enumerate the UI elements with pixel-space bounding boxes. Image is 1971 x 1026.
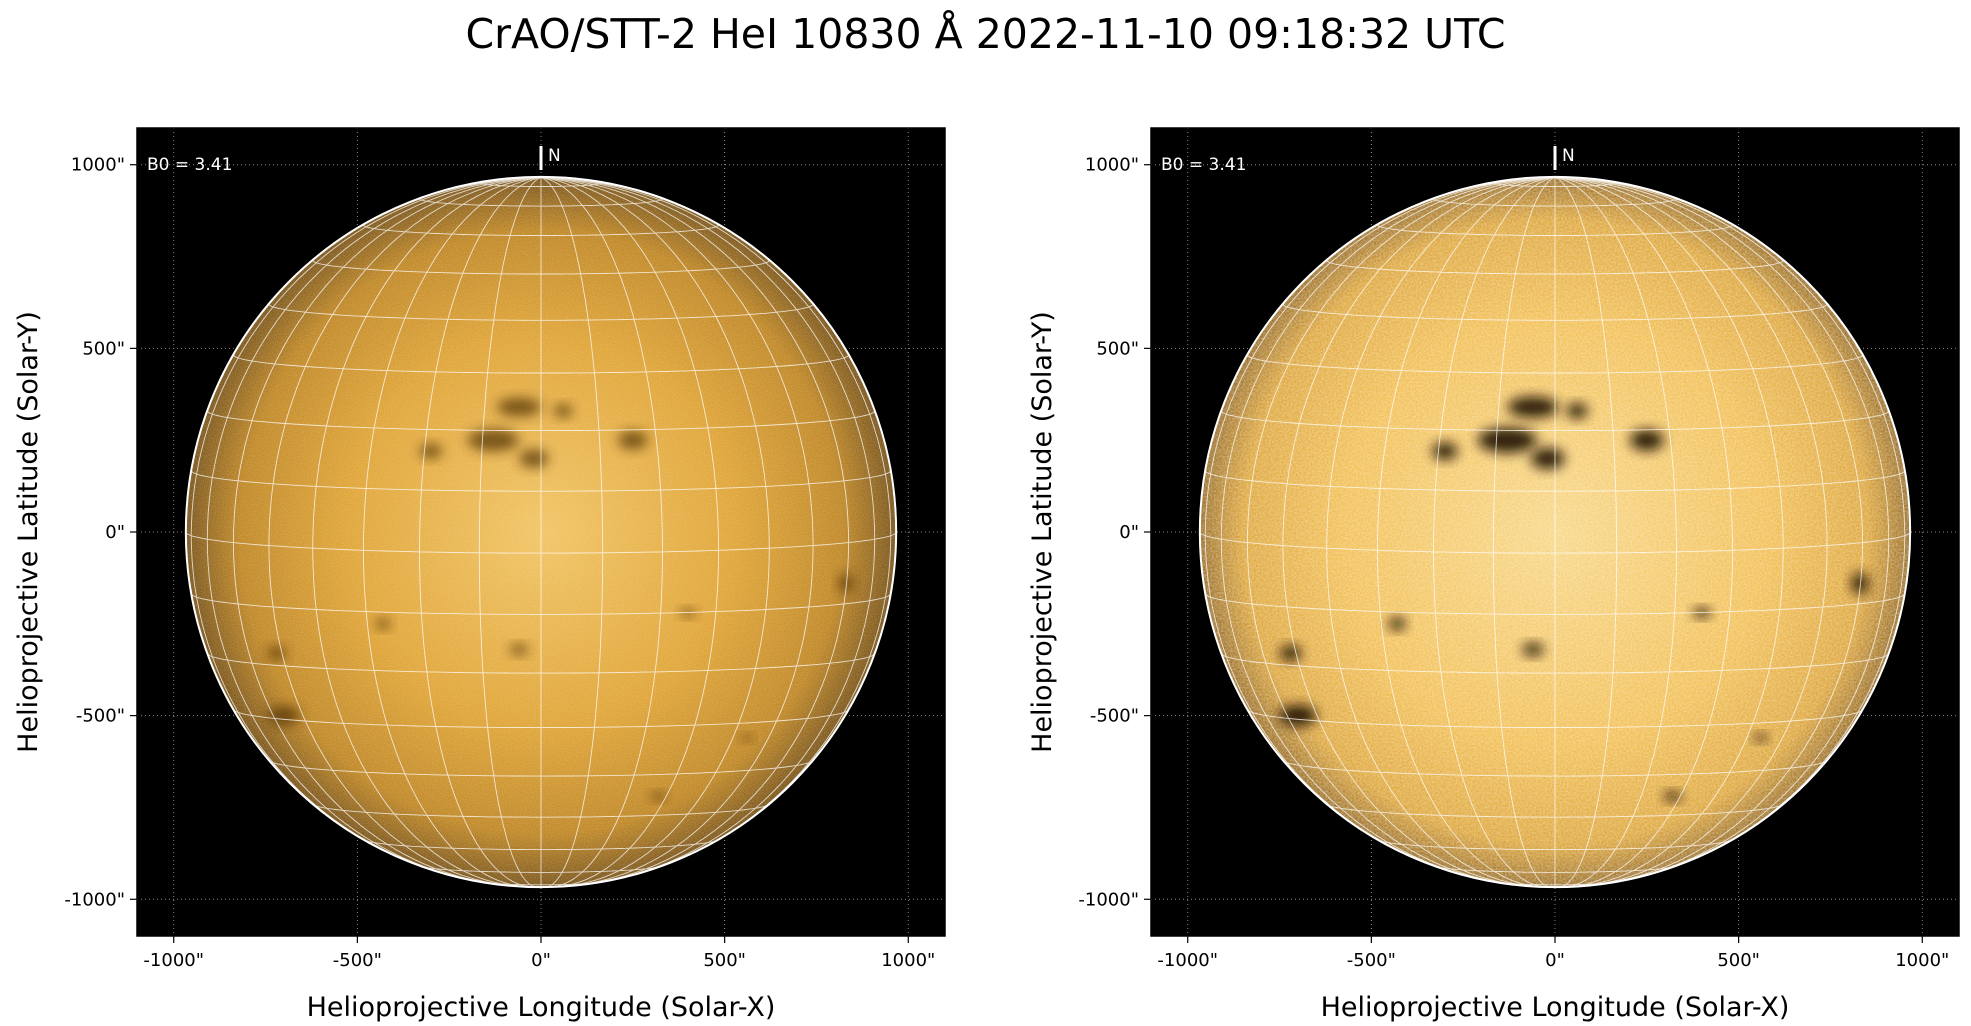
- panel-left: N B0 = 3.41 -1000" -1000" -500" -500" 0" 0" 500"…: [13, 127, 946, 1023]
- filament: [1754, 733, 1768, 742]
- x-tick-label: 0": [531, 950, 551, 971]
- parallel-line: [185, 531, 897, 554]
- y-tick-label: 0": [1119, 522, 1139, 543]
- filament: [1522, 643, 1544, 656]
- parallel-line: [1326, 260, 1784, 275]
- x-axis-label: Helioprojective Longitude (Solar-X): [307, 992, 776, 1023]
- parallel-line: [1246, 354, 1864, 374]
- parallel-line: [1204, 593, 1906, 615]
- y-tick-label: 1000": [1085, 155, 1139, 176]
- parallel-line: [419, 198, 663, 207]
- parallel-line: [1282, 303, 1828, 321]
- x-tick-label: -500": [1347, 950, 1396, 971]
- parallel-line: [1246, 709, 1864, 729]
- limb-circle: [1198, 175, 1912, 889]
- filament: [509, 644, 529, 656]
- filament: [1664, 791, 1681, 802]
- x-tick-label: 500": [703, 950, 746, 971]
- y-tick-label: 1000": [71, 155, 125, 176]
- y-tick-label: 0": [105, 522, 125, 543]
- filament: [1278, 705, 1317, 727]
- parallel-line: [1433, 864, 1677, 873]
- y-axis-label: Helioprojective Latitude (Solar-Y): [1027, 311, 1058, 753]
- parallel-line: [206, 410, 876, 432]
- parallel-line: [1492, 182, 1618, 187]
- parallel-line: [312, 803, 770, 818]
- y-tick-label: -500": [1090, 706, 1139, 727]
- filament: [741, 734, 753, 742]
- filament: [419, 443, 442, 459]
- y-tick-label: -500": [76, 706, 125, 727]
- b0-annotation: B0 = 3.41: [147, 155, 232, 175]
- parallel-line: [312, 260, 770, 275]
- filament: [267, 706, 301, 725]
- parallel-line: [1282, 759, 1828, 777]
- filament: [518, 449, 549, 468]
- x-tick-label: 1000": [1895, 950, 1949, 971]
- x-tick-label: 1000": [881, 950, 935, 971]
- filament: [375, 618, 391, 630]
- panel-right: N B0 = 3.41 -1000" -1000" -500" -500" 0" 0" 500"…: [1027, 127, 1960, 1023]
- filament: [838, 574, 854, 593]
- filament: [1477, 427, 1537, 453]
- filament: [618, 431, 648, 450]
- filament: [1851, 572, 1869, 594]
- filament: [553, 404, 573, 418]
- b0-annotation: B0 = 3.41: [1161, 155, 1246, 175]
- x-tick-label: -1000": [1157, 950, 1218, 971]
- filament: [1388, 617, 1406, 631]
- filament: [1507, 396, 1559, 418]
- filament: [496, 397, 541, 417]
- filament: [1530, 447, 1565, 470]
- parallel-line: [1220, 410, 1890, 432]
- y-tick-label: 500": [82, 338, 125, 359]
- parallel-line: [362, 224, 720, 236]
- parallel-line: [268, 303, 814, 321]
- parallel-line: [362, 838, 720, 851]
- filament: [467, 429, 519, 452]
- parallel-line: [1220, 653, 1890, 674]
- limb-circle: [184, 175, 898, 889]
- x-tick-label: 0": [1545, 950, 1565, 971]
- parallel-line: [232, 354, 850, 374]
- figure-title: CrAO/STT-2 HeI 10830 Å 2022-11-10 09:18:…: [465, 10, 1506, 58]
- parallel-line: [268, 759, 814, 777]
- parallel-line: [1376, 838, 1734, 851]
- parallel-line: [1433, 198, 1677, 207]
- y-tick-label: -1000": [64, 889, 125, 910]
- parallel-line: [419, 864, 663, 873]
- y-tick-label: 500": [1096, 338, 1139, 359]
- filament: [1629, 429, 1664, 451]
- parallel-line: [1376, 224, 1734, 236]
- parallel-line: [190, 470, 892, 492]
- parallel-line: [478, 182, 604, 187]
- parallel-line: [190, 593, 892, 615]
- parallel-line: [206, 653, 876, 674]
- x-tick-label: 500": [1717, 950, 1760, 971]
- north-label: N: [548, 146, 561, 166]
- parallel-line: [1204, 470, 1906, 492]
- filament: [651, 792, 666, 801]
- north-label: N: [1562, 146, 1575, 166]
- filament: [1566, 403, 1588, 419]
- y-tick-label: -1000": [1078, 889, 1139, 910]
- x-tick-label: -500": [333, 950, 382, 971]
- parallel-line: [1199, 531, 1911, 554]
- y-axis-label: Helioprojective Latitude (Solar-Y): [13, 311, 44, 753]
- filament: [1280, 645, 1302, 661]
- parallel-line: [1326, 803, 1784, 818]
- filament: [1432, 442, 1458, 460]
- parallel-line: [232, 709, 850, 729]
- x-axis-label: Helioprojective Longitude (Solar-X): [1321, 992, 1790, 1023]
- x-tick-label: -1000": [143, 950, 204, 971]
